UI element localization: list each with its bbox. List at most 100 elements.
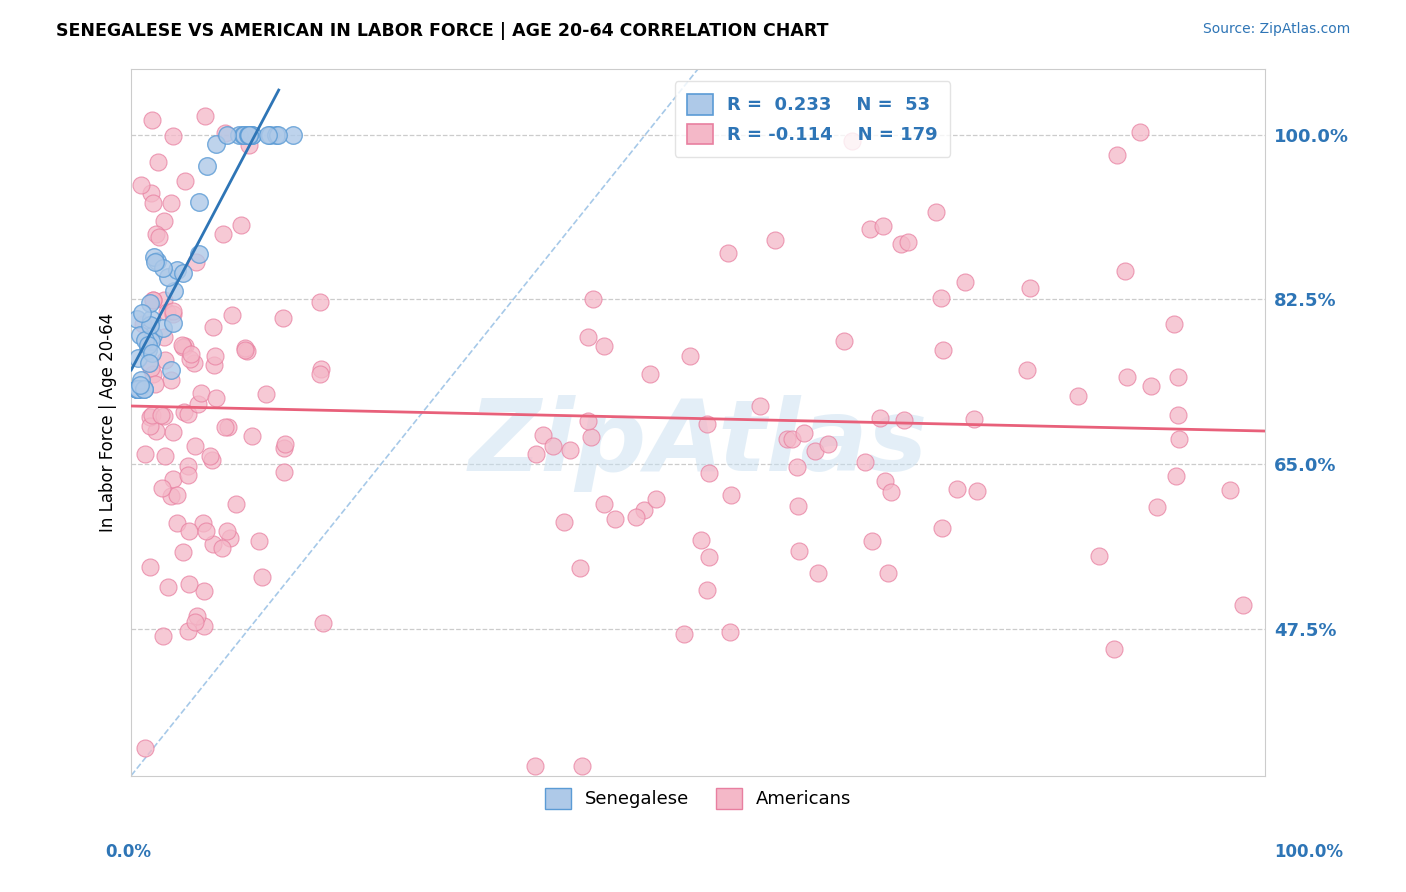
Point [309,362,332,376]
Point [172,545,194,559]
Point [1116,369,1139,384]
Point [214,126,236,140]
Point [1102,642,1125,657]
Point [134,382,156,396]
Point [186,609,208,624]
Point [202,358,225,372]
Point [134,740,156,755]
Point [131,306,153,320]
Point [166,488,188,502]
Point [219,531,242,545]
Point [541,439,564,453]
Point [697,549,720,564]
Point [129,377,152,392]
Point [603,512,626,526]
Point [155,449,177,463]
Point [177,524,200,538]
Point [139,295,162,310]
Point [780,432,803,446]
Point [128,382,150,396]
Point [177,459,200,474]
Point [156,270,179,285]
Point [166,516,188,531]
Point [696,417,718,432]
Point [162,316,184,330]
Text: 100.0%: 100.0% [1274,843,1343,861]
Point [1232,598,1254,612]
Point [205,137,228,152]
Point [127,382,149,396]
Point [134,447,156,461]
Point [201,320,224,334]
Point [145,424,167,438]
Point [309,367,332,381]
Point [202,536,225,550]
Point [804,443,827,458]
Point [257,128,280,142]
Point [962,412,984,426]
Point [560,443,582,458]
Point [142,250,165,264]
Point [1146,500,1168,515]
Point [1066,389,1088,403]
Point [869,410,891,425]
Point [576,330,599,344]
Point [787,543,810,558]
Point [172,338,194,352]
Point [273,442,295,456]
Point [162,307,184,321]
Point [180,347,202,361]
Point [817,437,839,451]
Point [162,304,184,318]
Point [1018,281,1040,295]
Point [160,373,183,387]
Point [593,497,616,511]
Point [134,382,156,396]
Point [214,419,236,434]
Point [228,128,250,142]
Point [271,311,294,326]
Point [136,343,159,357]
Point [776,432,799,446]
Point [582,293,605,307]
Point [173,174,195,188]
Point [873,474,896,488]
Point [129,373,152,387]
Point [142,293,165,308]
Point [593,339,616,353]
Point [188,247,211,261]
Point [238,138,260,153]
Point [624,510,647,524]
Point [748,399,770,413]
Point [807,566,830,580]
Point [931,521,953,535]
Point [531,427,554,442]
Point [153,213,176,227]
Point [143,255,166,269]
Point [177,624,200,639]
Point [893,413,915,427]
Point [146,253,169,268]
Point [139,334,162,349]
Point [225,497,247,511]
Point [125,382,148,396]
Point [184,615,207,629]
Point [211,227,233,241]
Point [645,491,668,506]
Point [264,128,287,142]
Point [929,291,952,305]
Point [205,392,228,406]
Point [787,499,810,513]
Point [250,569,273,583]
Point [134,334,156,348]
Point [1129,125,1152,139]
Point [966,484,988,499]
Point [195,160,218,174]
Point [172,266,194,280]
Point [215,128,238,142]
Point [141,409,163,423]
Text: SENEGALESE VS AMERICAN IN LABOR FORCE | AGE 20-64 CORRELATION CHART: SENEGALESE VS AMERICAN IN LABOR FORCE | … [56,22,828,40]
Point [524,447,547,461]
Point [247,533,270,548]
Point [524,759,547,773]
